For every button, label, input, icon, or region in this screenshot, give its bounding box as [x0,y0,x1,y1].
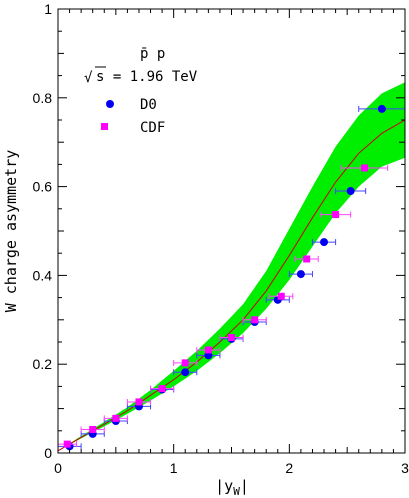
cdf-point [242,316,267,324]
cdf-point [219,334,244,342]
y-tick-label: 0.4 [33,267,53,283]
cdf-point [173,359,198,367]
cdf-marker [332,211,340,219]
d0-marker [181,368,190,377]
cdf-marker [303,255,311,263]
x-tick-label: 1 [170,460,178,476]
x-axis-title: |yW| [215,477,249,498]
d0-point [288,270,313,279]
data-points-layer [57,104,406,451]
cdf-marker [251,316,259,324]
cdf-point [320,211,352,219]
cdf-marker [135,398,143,406]
cdf-point [150,385,175,393]
d0-marker [377,104,386,113]
legend-energy: s = 1.96 TeV [96,69,198,85]
y-tick-label: 0.8 [33,90,53,106]
cdf-marker [158,385,166,393]
cdf-point [196,346,221,354]
legend-cdf-label: CDF [140,120,165,136]
cdf-marker [112,414,120,422]
d0-point [311,238,337,247]
cdf-point [103,414,128,422]
y-tick-label: 0 [44,445,52,461]
legend-d0-marker [106,100,114,108]
cdf-marker [181,359,189,367]
cdf-point [126,398,152,406]
cdf-marker [204,346,212,354]
theory-band [58,82,405,451]
d0-marker [320,238,329,247]
cdf-marker [228,334,235,342]
d0-marker [346,187,355,196]
y-axis-title: W charge asymmetry [2,150,20,313]
y-tick-label: 0.6 [33,179,53,195]
sqrt-symbol: √ [84,70,93,86]
cdf-marker [63,440,71,448]
x-tick-label: 0 [54,460,62,476]
d0-point [335,187,367,196]
cdf-point [340,164,389,172]
legend-d0-label: D0 [140,97,157,113]
x-tick-label: 3 [401,460,409,476]
cdf-marker [277,292,285,300]
theory-band-layer [57,82,406,452]
d0-point [173,368,198,377]
x-tick-label: 2 [285,460,293,476]
legend-process: p̄ p [140,46,165,62]
d0-marker [296,270,305,279]
legend: p̄ p √ s = 1.96 TeV D0 CDF [84,46,198,136]
y-tick-label: 1 [44,1,52,17]
cdf-marker [89,425,97,433]
axis-ticks-layer: 0 1 2 3 0 0.2 0.4 0.6 0.8 1 [33,1,409,476]
cdf-point [80,425,105,433]
legend-cdf-marker [101,123,108,130]
cdf-marker [361,164,369,172]
cdf-point [294,255,319,263]
cdf-point [269,292,294,300]
y-tick-label: 0.2 [33,356,53,372]
